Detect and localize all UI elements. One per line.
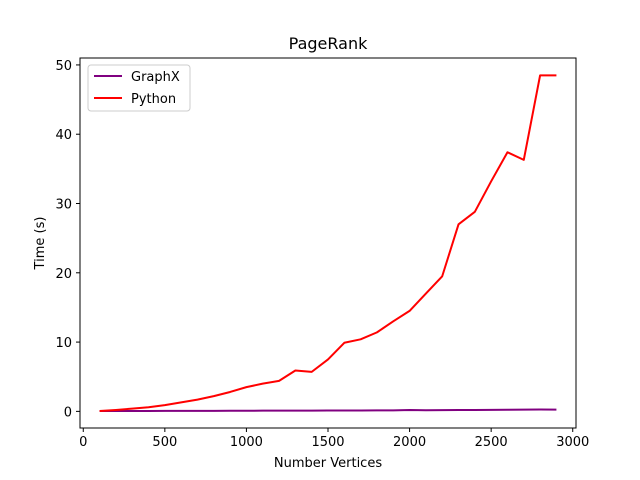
series-line-graphx	[99, 408, 557, 413]
chart-title: PageRank	[289, 34, 368, 53]
x-tick-label: 2000	[393, 435, 426, 450]
y-tick-label: 0	[64, 405, 72, 420]
y-tick-label: 10	[55, 336, 72, 351]
y-tick-label: 20	[55, 267, 72, 282]
y-axis-ticks: 0 10 20 30 40 50	[55, 59, 80, 420]
x-tick-label: 2500	[475, 435, 508, 450]
x-tick-label: 1500	[311, 435, 344, 450]
y-tick-label: 50	[55, 59, 72, 74]
x-axis-ticks: 0 500 1000 1500 2000 2500 3000	[79, 428, 589, 450]
x-tick-label: 0	[79, 435, 87, 450]
y-tick-label: 30	[55, 198, 72, 213]
legend: GraphX Python	[87, 64, 191, 112]
legend-label-graphx: GraphX	[131, 70, 180, 85]
x-axis-label: Number Vertices	[274, 456, 382, 471]
y-axis-label: Time (s)	[33, 217, 48, 271]
series-line-python	[99, 74, 557, 413]
plot-frame	[79, 57, 577, 429]
x-tick-label: 3000	[556, 435, 589, 450]
legend-label-python: Python	[131, 92, 176, 107]
x-tick-label: 500	[152, 435, 177, 450]
x-tick-label: 1000	[230, 435, 263, 450]
y-tick-label: 40	[55, 128, 72, 143]
plot-lines	[99, 74, 557, 413]
